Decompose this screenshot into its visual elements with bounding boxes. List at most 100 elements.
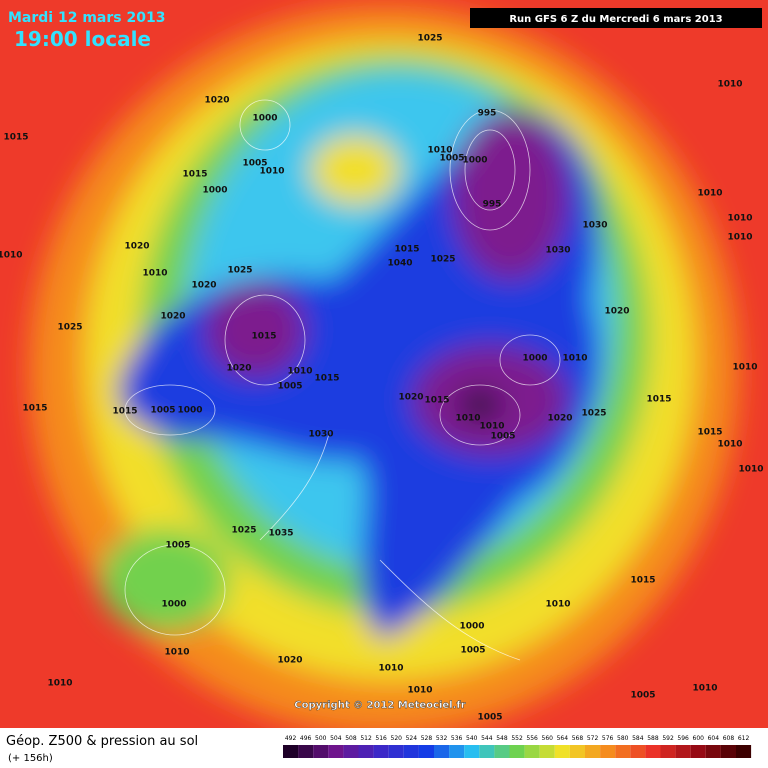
copyright: Copyright © 2012 Meteociel.fr: [294, 700, 465, 711]
isobar-label: 1025: [227, 266, 252, 276]
isobar-label: 1005: [242, 159, 267, 169]
isobar-label: 1000: [161, 600, 186, 610]
isobar-label: 1005: [490, 432, 515, 442]
isobar-label: 1035: [268, 529, 293, 539]
isobar-label: 1015: [182, 170, 207, 180]
isobar-label: 1015: [3, 133, 28, 143]
isobar-label: 1010: [717, 80, 742, 90]
colorbar-cell: [509, 745, 525, 758]
colorbar-cell: [373, 745, 389, 758]
colorbar-cell: [660, 745, 676, 758]
isobar-label: 1020: [191, 281, 216, 291]
colorbar-label: 548: [496, 735, 508, 742]
colorbar-cell: [403, 745, 419, 758]
isobar-label: 1020: [204, 96, 229, 106]
isobar-label: 1010: [727, 233, 752, 243]
colorbar-cell: [418, 745, 434, 758]
colorbar-label: 604: [708, 735, 720, 742]
colorbar-label: 500: [315, 735, 327, 742]
isobar-label: 1015: [646, 395, 671, 405]
colorbar-cell: [615, 745, 631, 758]
colorbar-cell: [343, 745, 359, 758]
colorbar-cell: [690, 745, 706, 758]
colorbar-label: 552: [511, 735, 523, 742]
isobar-label: 1010: [427, 146, 452, 156]
colorbar-label: 568: [572, 735, 584, 742]
colorbar-cell: [524, 745, 540, 758]
isobar-label: 1010: [479, 422, 504, 432]
colorbar-cell: [388, 745, 404, 758]
forecast-date: Mardi 12 mars 2013: [8, 10, 165, 26]
colorbar-cell: [539, 745, 555, 758]
colorbar-cell: [569, 745, 585, 758]
colorbar-label: 520: [391, 735, 403, 742]
colorbar-label: 596: [677, 735, 689, 742]
colorbar-cell: [283, 745, 299, 758]
colorbar: 492 496 500 504 508 512 516 520 524 528 532 536 540 5…: [283, 735, 752, 758]
isobar-label: 1010: [455, 414, 480, 424]
isobar-label: 1020: [226, 364, 251, 374]
legend-title: Géop. Z500 & pression au sol: [6, 734, 198, 749]
isobar-label: 1020: [547, 414, 572, 424]
run-box: [470, 8, 762, 28]
colorbar-label: 576: [602, 735, 614, 742]
isobar-label: 1000: [252, 114, 277, 124]
isobar-label: 1030: [308, 430, 333, 440]
colorbar-label: 496: [300, 735, 312, 742]
colorbar-label: 508: [345, 735, 357, 742]
lead-time: (+ 156h): [8, 753, 53, 764]
isobar-label: 1025: [581, 409, 606, 419]
isobar-label: 1010: [164, 648, 189, 658]
isobar-label: 1015: [424, 396, 449, 406]
isobar-label: 1005: [150, 406, 175, 416]
isobar-label: 995: [483, 200, 502, 210]
colorbar-label: 556: [526, 735, 538, 742]
isobar-label: 1020: [604, 307, 629, 317]
isobar-label: 1020: [160, 312, 185, 322]
colorbar-label: 580: [617, 735, 629, 742]
isobar-label: 1010: [378, 664, 403, 674]
isobar-label: 1020: [124, 242, 149, 252]
colorbar-cell: [328, 745, 344, 758]
colorbar-cell: [298, 745, 314, 758]
isobar-label: 1010: [717, 440, 742, 450]
isobar-label: 1015: [22, 404, 47, 414]
isobar-label: 1010: [692, 684, 717, 694]
isobar-label: 1025: [417, 34, 442, 44]
colorbar-cell: [313, 745, 329, 758]
isobar-label: 1010: [47, 679, 72, 689]
isobar-label: 1010: [142, 269, 167, 279]
colorbar-label: 544: [481, 735, 493, 742]
colorbar-cell: [434, 745, 450, 758]
isobar-label: 1010: [407, 686, 432, 696]
isobar-label: 1030: [582, 221, 607, 231]
isobar-label: 1010: [738, 465, 763, 475]
colorbar-label: 564: [557, 735, 569, 742]
colorbar-label: 584: [632, 735, 644, 742]
isobar-label: 1015: [697, 428, 722, 438]
colorbar-cell: [720, 745, 736, 758]
isobar-label: 1010: [287, 367, 312, 377]
isobar-label: 1020: [277, 656, 302, 666]
colorbar-label: 524: [406, 735, 418, 742]
colorbar-label: 560: [542, 735, 554, 742]
colorbar-label: 504: [330, 735, 342, 742]
colorbar-label: 572: [587, 735, 599, 742]
forecast-time: 19:00 locale: [14, 27, 151, 51]
colorbar-cell: [585, 745, 601, 758]
colorbar-label: 588: [647, 735, 659, 742]
isobar-label: 1010: [0, 251, 23, 261]
isobar-label: 1005: [477, 713, 502, 723]
z500-field: [29, 5, 739, 735]
isobar-label: 1030: [545, 246, 570, 256]
colorbar-label: 528: [421, 735, 433, 742]
isobar-label: 1005: [165, 541, 190, 551]
colorbar-label: 512: [360, 735, 372, 742]
isobar-label: 1010: [545, 600, 570, 610]
isobar-label: 1000: [459, 622, 484, 632]
colorbar-label: 612: [738, 735, 750, 742]
colorbar-cell: [600, 745, 616, 758]
isobar-label: 1025: [430, 255, 455, 265]
